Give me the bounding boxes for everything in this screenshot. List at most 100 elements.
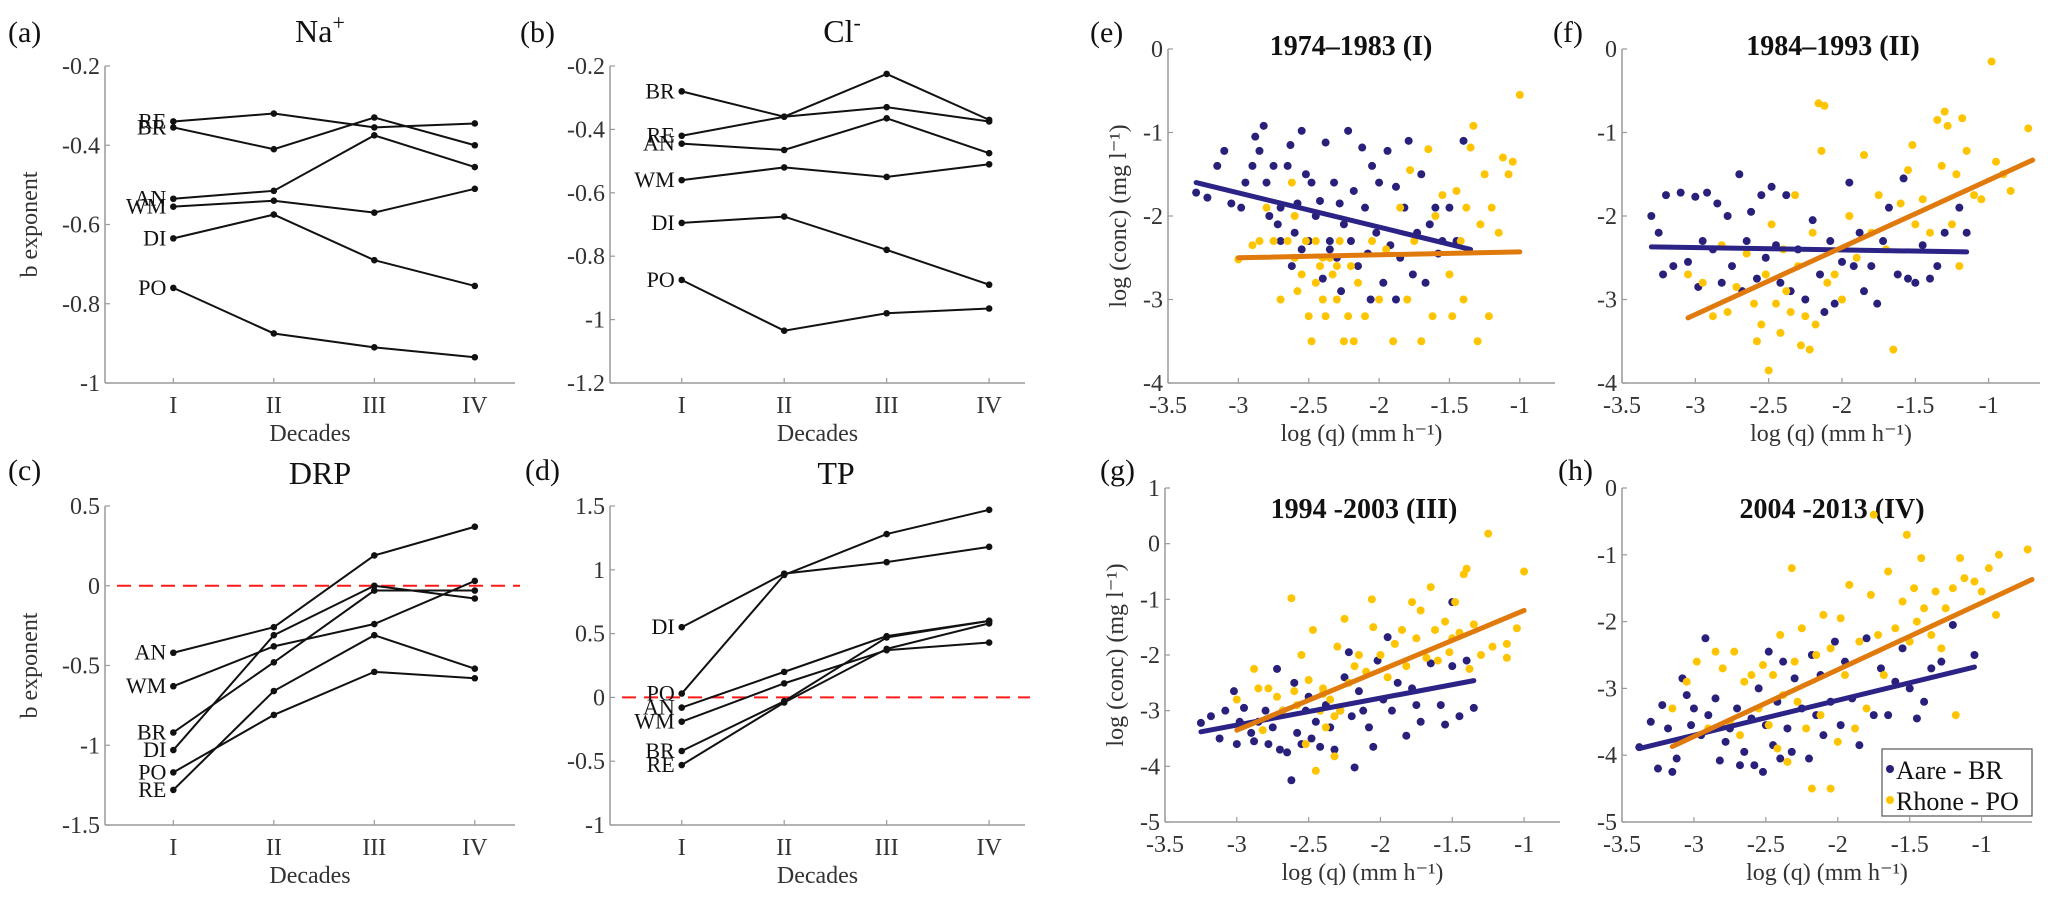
aare-point bbox=[1425, 220, 1434, 229]
aare-point bbox=[1221, 706, 1230, 715]
rhone-point bbox=[1319, 684, 1327, 693]
series-line-po bbox=[172, 670, 475, 774]
aare-point bbox=[1955, 203, 1964, 212]
x-tick-label: I bbox=[169, 393, 177, 419]
rhone-point bbox=[1992, 610, 2001, 619]
aare-point bbox=[1445, 203, 1454, 212]
data-point-an bbox=[170, 195, 177, 203]
aare-point bbox=[1750, 761, 1759, 770]
panel-letter: (h) bbox=[1558, 454, 1593, 487]
aare-point bbox=[1232, 740, 1241, 749]
data-point-an bbox=[780, 668, 788, 676]
aare-fit-line bbox=[1198, 678, 1477, 735]
aare-point bbox=[1855, 228, 1864, 237]
rhone-point bbox=[1248, 241, 1257, 250]
aare-point bbox=[1920, 697, 1929, 706]
aare-point bbox=[1687, 721, 1696, 730]
aare-point bbox=[1682, 691, 1691, 700]
data-point-di bbox=[985, 543, 993, 551]
rhone-point bbox=[1816, 711, 1825, 720]
rhone-point bbox=[1808, 228, 1817, 237]
aare-point bbox=[1855, 741, 1864, 750]
rhone-point bbox=[1987, 57, 1996, 66]
y-tick-label: -4 bbox=[1597, 371, 1617, 397]
rhone-point bbox=[1412, 634, 1421, 643]
y-tick-label: 0.5 bbox=[575, 622, 605, 648]
rhone-point bbox=[1333, 642, 1342, 651]
data-point-di bbox=[170, 235, 177, 242]
series-line-br bbox=[681, 619, 990, 752]
aare-point bbox=[1347, 712, 1356, 721]
rhone-point bbox=[1402, 662, 1411, 671]
data-point-po bbox=[270, 330, 278, 337]
aare-point bbox=[1711, 694, 1720, 703]
aare-point bbox=[1379, 278, 1388, 287]
rhone-point bbox=[1403, 295, 1412, 304]
series-line-an bbox=[173, 134, 476, 200]
aare-point bbox=[1340, 673, 1349, 682]
rhone-point bbox=[1502, 653, 1511, 662]
rhone-point bbox=[1918, 195, 1927, 204]
aare-point bbox=[1426, 659, 1435, 668]
aare-point bbox=[1307, 178, 1316, 187]
data-point-an bbox=[678, 140, 686, 147]
x-tick-label: -3.5 bbox=[1146, 832, 1184, 858]
rhone-point bbox=[1994, 550, 2003, 559]
rhone-point bbox=[1353, 278, 1362, 287]
aare-point bbox=[1402, 731, 1411, 740]
rhone-point bbox=[1293, 287, 1302, 296]
y-tick-label: -2 bbox=[1143, 204, 1163, 230]
rhone-point bbox=[1408, 598, 1417, 607]
rhone-point bbox=[1855, 637, 1864, 646]
y-tick-label: 0 bbox=[1605, 476, 1617, 502]
aare-point bbox=[1286, 141, 1295, 150]
aare-point bbox=[1337, 287, 1346, 296]
rhone-point bbox=[1723, 308, 1732, 317]
rhone-point bbox=[1764, 366, 1773, 375]
series-label-an: AN bbox=[135, 640, 167, 665]
rhone-point bbox=[1805, 345, 1814, 354]
rhone-point bbox=[1948, 220, 1956, 229]
rhone-point bbox=[1958, 114, 1967, 123]
x-tick-label: I bbox=[169, 835, 177, 861]
data-point-po bbox=[471, 353, 479, 361]
aare-point bbox=[1290, 228, 1299, 237]
data-point-wm bbox=[780, 164, 788, 171]
x-axis-label: Decades bbox=[269, 421, 350, 447]
aare-point bbox=[1344, 648, 1353, 657]
aare-point bbox=[1728, 262, 1736, 271]
data-point-di bbox=[678, 623, 686, 631]
data-point-re bbox=[371, 631, 378, 639]
rhone-point bbox=[1428, 312, 1437, 321]
rhone-point bbox=[1307, 337, 1316, 346]
aare-point bbox=[1658, 701, 1667, 710]
aare-point bbox=[1715, 756, 1724, 765]
series-label-br: BR bbox=[137, 719, 167, 744]
y-tick-label: -1.2 bbox=[567, 371, 605, 397]
rhone-point bbox=[1927, 630, 1936, 639]
aare-point bbox=[1761, 253, 1770, 262]
data-point-an bbox=[371, 552, 378, 559]
rhone-point bbox=[1254, 684, 1263, 693]
aare-point bbox=[1884, 203, 1893, 212]
data-point-re bbox=[170, 786, 177, 794]
x-tick-label: -2 bbox=[1370, 832, 1390, 858]
rhone-point bbox=[1943, 121, 1952, 130]
rhone-point bbox=[1956, 554, 1965, 563]
rhone-point bbox=[1504, 170, 1513, 179]
data-point-re bbox=[371, 124, 378, 131]
aare-point bbox=[1767, 182, 1776, 191]
aare-point bbox=[1703, 188, 1712, 197]
series-label-re: RE bbox=[647, 752, 675, 777]
rhone-point bbox=[1301, 740, 1310, 749]
y-tick-label: -3 bbox=[1140, 699, 1160, 725]
rhone-point bbox=[1817, 146, 1826, 155]
data-point-po bbox=[270, 711, 278, 719]
rhone-point bbox=[1692, 657, 1701, 666]
panel-b: (b) Cl--1.2-1-0.8-0.6-0.4-0.2I II III IVDeca… bbox=[520, 10, 1025, 447]
x-tick-label: -1 bbox=[1514, 832, 1534, 858]
rhone-point bbox=[1462, 203, 1471, 212]
x-tick-label: IV bbox=[462, 835, 488, 861]
